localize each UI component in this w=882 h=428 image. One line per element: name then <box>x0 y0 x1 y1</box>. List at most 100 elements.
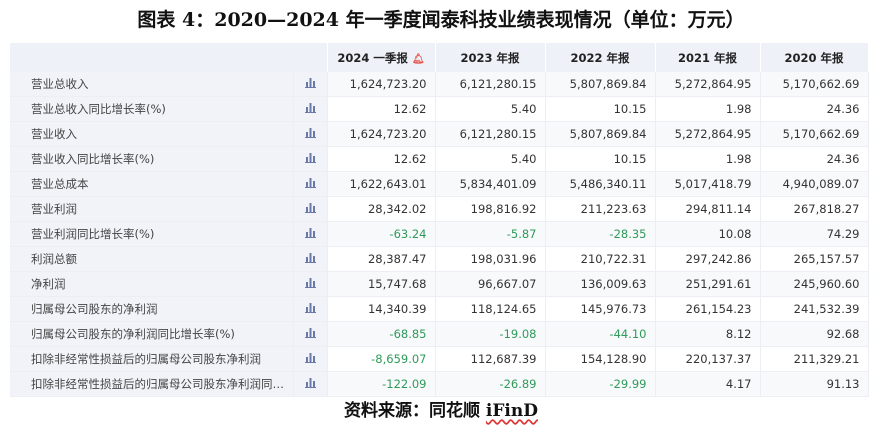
value-cell: -29.99 <box>545 371 656 397</box>
table-row: 净利润 15,747.68 96,667.07 136,009.63 251,291.6… <box>10 271 869 297</box>
value-cell: 241,532.39 <box>760 296 869 322</box>
value-cell: 1,624,723.20 <box>327 121 436 147</box>
row-label: 营业利润 <box>10 196 294 222</box>
value-cell: 251,291.61 <box>655 271 761 297</box>
value-cell: 96,667.07 <box>435 271 546 297</box>
value-cell: 8.12 <box>655 321 761 347</box>
value-cell: 294,811.14 <box>655 196 761 222</box>
table-row: 营业收入同比增长率(%) 12.62 5.40 10.15 1.98 24.36 <box>10 146 869 172</box>
bar-chart-icon[interactable] <box>293 96 328 122</box>
value-cell: 14,340.39 <box>327 296 436 322</box>
value-cell: -26.89 <box>435 371 546 397</box>
column-header[interactable]: 2022 年报 <box>545 43 656 72</box>
source-brand: iFinD <box>485 401 538 421</box>
row-label: 归属母公司股东的净利润同比增长率(%) <box>10 321 294 347</box>
table-row: 营业利润同比增长率(%) -63.24 -5.87 -28.35 10.08 74.29 <box>10 221 869 247</box>
row-label: 营业利润同比增长率(%) <box>10 221 294 247</box>
table-row: 归属母公司股东的净利润 14,340.39 118,124.65 145,976.73… <box>10 296 869 322</box>
value-cell: 10.08 <box>655 221 761 247</box>
table-row: 营业利润 28,342.02 198,816.92 211,223.63 294,811… <box>10 196 869 222</box>
value-cell: -19.08 <box>435 321 546 347</box>
bar-chart-icon[interactable] <box>293 371 328 397</box>
row-label: 利润总额 <box>10 246 294 272</box>
value-cell: 5,272,864.95 <box>655 121 761 147</box>
value-cell: -5.87 <box>435 221 546 247</box>
value-cell: 4,940,089.07 <box>760 171 869 197</box>
table-row: 扣除非经常性损益后的归属母公司股东净利润 -8,659.07 112,687.39 1… <box>10 346 869 372</box>
bar-chart-icon[interactable] <box>293 321 328 347</box>
value-cell: 267,818.27 <box>760 196 869 222</box>
row-label: 营业总成本 <box>10 171 294 197</box>
value-cell: 6,121,280.15 <box>435 121 546 147</box>
value-cell: 10.15 <box>545 96 656 122</box>
value-cell: 245,960.60 <box>760 271 869 297</box>
value-cell: 211,329.21 <box>760 346 869 372</box>
figure-title: 图表 4：2020—2024 年一季度闻泰科技业绩表现情况（单位：万元） <box>137 9 745 31</box>
bar-chart-icon[interactable] <box>293 171 328 197</box>
bar-chart-icon[interactable] <box>293 346 328 372</box>
bar-chart-icon[interactable] <box>293 296 328 322</box>
value-cell: 5,807,869.84 <box>545 72 656 97</box>
value-cell: 136,009.63 <box>545 271 656 297</box>
row-label: 营业收入 <box>10 121 294 147</box>
financial-table: 2024 一季报 🔔︎ 2023 年报 2022 年报 2021 年报 2020… <box>10 43 869 397</box>
row-label: 营业总收入同比增长率(%) <box>10 96 294 122</box>
value-cell: 12.62 <box>327 96 436 122</box>
value-cell: 28,387.47 <box>327 246 436 272</box>
value-cell: 211,223.63 <box>545 196 656 222</box>
column-header[interactable]: 2020 年报 <box>760 43 869 72</box>
header-blank <box>10 43 328 72</box>
value-cell: 265,157.57 <box>760 246 869 272</box>
value-cell: 118,124.65 <box>435 296 546 322</box>
column-header[interactable]: 2024 一季报 🔔︎ <box>327 43 436 72</box>
value-cell: 198,816.92 <box>435 196 546 222</box>
table-row: 营业收入 1,624,723.20 6,121,280.15 5,807,869.84… <box>10 121 869 147</box>
column-header[interactable]: 2021 年报 <box>655 43 761 72</box>
bar-chart-icon[interactable] <box>293 146 328 172</box>
header-row: 2024 一季报 🔔︎ 2023 年报 2022 年报 2021 年报 2020… <box>10 43 869 72</box>
row-label: 扣除非经常性损益后的归属母公司股东净利润同比增... <box>10 371 294 397</box>
table-row: 扣除非经常性损益后的归属母公司股东净利润同比增... -122.09 -26.89-… <box>10 371 869 397</box>
value-cell: 145,976.73 <box>545 296 656 322</box>
source-note: 资料来源：同花顺 iFinD <box>343 401 538 421</box>
value-cell: 1,624,723.20 <box>327 72 436 97</box>
value-cell: 5,170,662.69 <box>760 121 869 147</box>
value-cell: 28,342.02 <box>327 196 436 222</box>
value-cell: 220,137.37 <box>655 346 761 372</box>
value-cell: 297,242.86 <box>655 246 761 272</box>
value-cell: 15,747.68 <box>327 271 436 297</box>
value-cell: -44.10 <box>545 321 656 347</box>
bar-chart-icon[interactable] <box>293 221 328 247</box>
value-cell: 92.68 <box>760 321 869 347</box>
row-label: 营业收入同比增长率(%) <box>10 146 294 172</box>
bar-chart-icon[interactable] <box>293 246 328 272</box>
bell-icon[interactable]: 🔔︎ <box>411 53 425 65</box>
value-cell: 10.15 <box>545 146 656 172</box>
value-cell: 12.62 <box>327 146 436 172</box>
table-row: 营业总成本 1,622,643.01 5,834,401.09 5,486,340.1… <box>10 171 869 197</box>
value-cell: 24.36 <box>760 146 869 172</box>
bar-chart-icon[interactable] <box>293 121 328 147</box>
value-cell: -122.09 <box>327 371 436 397</box>
value-cell: 5,017,418.79 <box>655 171 761 197</box>
table-row: 营业总收入 1,624,723.20 6,121,280.15 5,807,869.8… <box>10 72 869 97</box>
value-cell: 24.36 <box>760 96 869 122</box>
value-cell: 112,687.39 <box>435 346 546 372</box>
value-cell: 6,121,280.15 <box>435 72 546 97</box>
row-label: 净利润 <box>10 271 294 297</box>
value-cell: 154,128.90 <box>545 346 656 372</box>
bar-chart-icon[interactable] <box>293 72 328 97</box>
bar-chart-icon[interactable] <box>293 196 328 222</box>
value-cell: -63.24 <box>327 221 436 247</box>
value-cell: 5,272,864.95 <box>655 72 761 97</box>
row-label: 归属母公司股东的净利润 <box>10 296 294 322</box>
value-cell: 5.40 <box>435 146 546 172</box>
row-label: 扣除非经常性损益后的归属母公司股东净利润 <box>10 346 294 372</box>
bar-chart-icon[interactable] <box>293 271 328 297</box>
value-cell: 5,807,869.84 <box>545 121 656 147</box>
column-header[interactable]: 2023 年报 <box>435 43 546 72</box>
row-label: 营业总收入 <box>10 72 294 97</box>
value-cell: -8,659.07 <box>327 346 436 372</box>
value-cell: 198,031.96 <box>435 246 546 272</box>
value-cell: 210,722.31 <box>545 246 656 272</box>
